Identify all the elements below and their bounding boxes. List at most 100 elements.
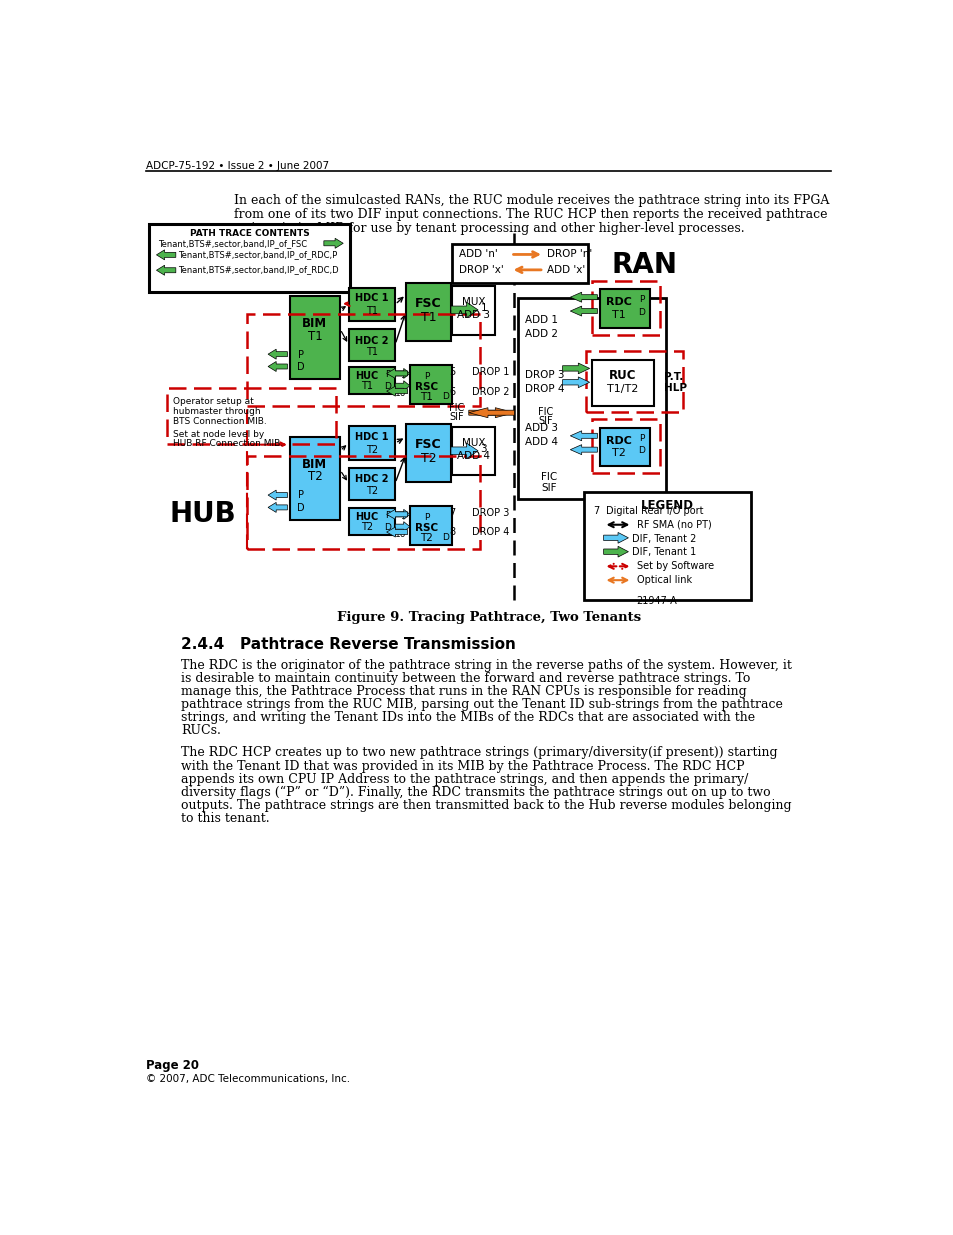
Text: SIF: SIF xyxy=(449,412,463,422)
Text: T1/T2: T1/T2 xyxy=(607,384,638,394)
Text: 6: 6 xyxy=(449,387,456,396)
Polygon shape xyxy=(386,387,407,396)
Polygon shape xyxy=(386,527,407,537)
Text: P: P xyxy=(424,514,429,522)
FancyBboxPatch shape xyxy=(406,424,451,482)
Text: D: D xyxy=(638,446,644,456)
Text: 9: 9 xyxy=(400,370,406,380)
Text: 1: 1 xyxy=(480,303,487,312)
Polygon shape xyxy=(268,490,287,500)
Text: DROP 3: DROP 3 xyxy=(472,508,509,519)
Text: Digital Rear I/O port: Digital Rear I/O port xyxy=(605,506,702,516)
Text: hubmaster through: hubmaster through xyxy=(173,408,261,416)
Text: RSC: RSC xyxy=(415,522,438,532)
Text: T1: T1 xyxy=(366,306,377,316)
Text: Tenant,BTS#,sector,band,IP_of_RDC,D: Tenant,BTS#,sector,band,IP_of_RDC,D xyxy=(178,266,338,274)
FancyBboxPatch shape xyxy=(149,225,350,293)
Text: ADD 4: ADD 4 xyxy=(524,436,557,447)
Polygon shape xyxy=(468,408,514,417)
Text: T1: T1 xyxy=(307,330,322,342)
Text: Set at node level by: Set at node level by xyxy=(173,430,265,440)
Text: ADD 3: ADD 3 xyxy=(524,422,557,432)
Text: FSC: FSC xyxy=(415,298,441,310)
Text: HDC 2: HDC 2 xyxy=(355,474,388,484)
Polygon shape xyxy=(386,368,407,378)
FancyBboxPatch shape xyxy=(410,366,452,404)
Text: P: P xyxy=(384,511,390,520)
Text: 7: 7 xyxy=(449,508,456,519)
Text: 5: 5 xyxy=(449,367,456,377)
Text: Operator setup at: Operator setup at xyxy=(173,396,254,406)
Text: ADD 3: ADD 3 xyxy=(456,310,490,320)
FancyBboxPatch shape xyxy=(599,427,649,466)
Text: strings, and writing the Tenant IDs into the MIBs of the RDCs that are associate: strings, and writing the Tenant IDs into… xyxy=(181,711,755,724)
Polygon shape xyxy=(570,431,597,441)
Polygon shape xyxy=(395,521,410,531)
Text: P: P xyxy=(297,490,303,500)
Text: P: P xyxy=(424,373,429,382)
Text: D: D xyxy=(383,382,391,390)
Text: HUB RF Connection MIB.: HUB RF Connection MIB. xyxy=(173,440,283,448)
Text: The RDC HCP creates up to two new pathtrace strings (primary/diversity(if presen: The RDC HCP creates up to two new pathtr… xyxy=(181,746,777,760)
FancyBboxPatch shape xyxy=(348,468,395,500)
Text: D: D xyxy=(296,362,304,372)
Text: ADD 2: ADD 2 xyxy=(524,329,557,338)
Polygon shape xyxy=(268,503,287,513)
Text: ADD 'n': ADD 'n' xyxy=(458,249,497,259)
Text: T1: T1 xyxy=(366,347,377,357)
Text: to this tenant.: to this tenant. xyxy=(181,811,270,825)
Text: DROP 4: DROP 4 xyxy=(524,384,563,394)
Text: © 2007, ADC Telecommunications, Inc.: © 2007, ADC Telecommunications, Inc. xyxy=(146,1073,350,1084)
Text: HDC 2: HDC 2 xyxy=(355,336,388,346)
Text: PATH TRACE CONTENTS: PATH TRACE CONTENTS xyxy=(190,228,309,238)
Polygon shape xyxy=(468,408,514,417)
Text: DROP 1: DROP 1 xyxy=(472,367,509,377)
FancyBboxPatch shape xyxy=(290,296,340,379)
Text: is desirable to maintain continuity between the forward and reverse pathtrace st: is desirable to maintain continuity betw… xyxy=(181,672,750,684)
Text: DROP 2: DROP 2 xyxy=(472,387,509,396)
FancyBboxPatch shape xyxy=(290,437,340,520)
Polygon shape xyxy=(570,306,597,316)
Polygon shape xyxy=(268,362,287,372)
Text: HUC: HUC xyxy=(355,513,378,522)
Text: P: P xyxy=(297,350,303,359)
Text: Tenant,BTS#,sector,band,IP_of_RDC,P: Tenant,BTS#,sector,band,IP_of_RDC,P xyxy=(178,249,337,259)
Text: HDC 1: HDC 1 xyxy=(355,294,388,304)
Text: D: D xyxy=(441,532,449,542)
Text: 9: 9 xyxy=(400,511,406,521)
Polygon shape xyxy=(562,363,589,374)
Text: Tenant,BTS#,sector,band,IP_of_FSC: Tenant,BTS#,sector,band,IP_of_FSC xyxy=(158,240,307,248)
Polygon shape xyxy=(451,303,477,317)
Text: 10: 10 xyxy=(395,530,406,540)
Text: strings in its MIB for use by tenant processing and other higher-level processes: strings in its MIB for use by tenant pro… xyxy=(233,222,743,235)
Text: 8: 8 xyxy=(449,527,456,537)
Text: T2: T2 xyxy=(420,452,436,466)
Text: T2: T2 xyxy=(612,448,625,458)
Text: In each of the simulcasted RANs, the RUC module receives the pathtrace string in: In each of the simulcasted RANs, the RUC… xyxy=(233,194,828,207)
Text: HLP: HLP xyxy=(663,383,686,394)
Text: BIM: BIM xyxy=(302,317,327,330)
Text: FSC: FSC xyxy=(415,438,441,451)
Polygon shape xyxy=(156,249,175,259)
Text: ADD 4: ADD 4 xyxy=(456,451,490,461)
Polygon shape xyxy=(562,377,589,388)
Text: outputs. The pathtrace strings are then transmitted back to the Hub reverse modu: outputs. The pathtrace strings are then … xyxy=(181,799,791,811)
Text: appends its own CPU IP Address to the pathtrace strings, and then appends the pr: appends its own CPU IP Address to the pa… xyxy=(181,773,748,785)
Polygon shape xyxy=(395,368,410,378)
FancyBboxPatch shape xyxy=(452,245,587,283)
Text: T2: T2 xyxy=(361,522,373,532)
Polygon shape xyxy=(603,546,628,557)
Text: T1: T1 xyxy=(612,310,625,320)
FancyBboxPatch shape xyxy=(517,299,665,499)
Text: diversity flags (“P” or “D”). Finally, the RDC transmits the pathtrace strings o: diversity flags (“P” or “D”). Finally, t… xyxy=(181,785,770,799)
Text: MUX: MUX xyxy=(461,438,485,448)
FancyBboxPatch shape xyxy=(592,359,654,406)
FancyBboxPatch shape xyxy=(599,289,649,327)
Text: FIC: FIC xyxy=(540,472,557,482)
Text: DROP 'n': DROP 'n' xyxy=(546,249,592,259)
Text: T2: T2 xyxy=(307,471,322,483)
FancyBboxPatch shape xyxy=(406,283,451,341)
Text: T1: T1 xyxy=(361,382,373,391)
Text: D: D xyxy=(296,503,304,513)
Text: 21947-A: 21947-A xyxy=(636,597,677,606)
